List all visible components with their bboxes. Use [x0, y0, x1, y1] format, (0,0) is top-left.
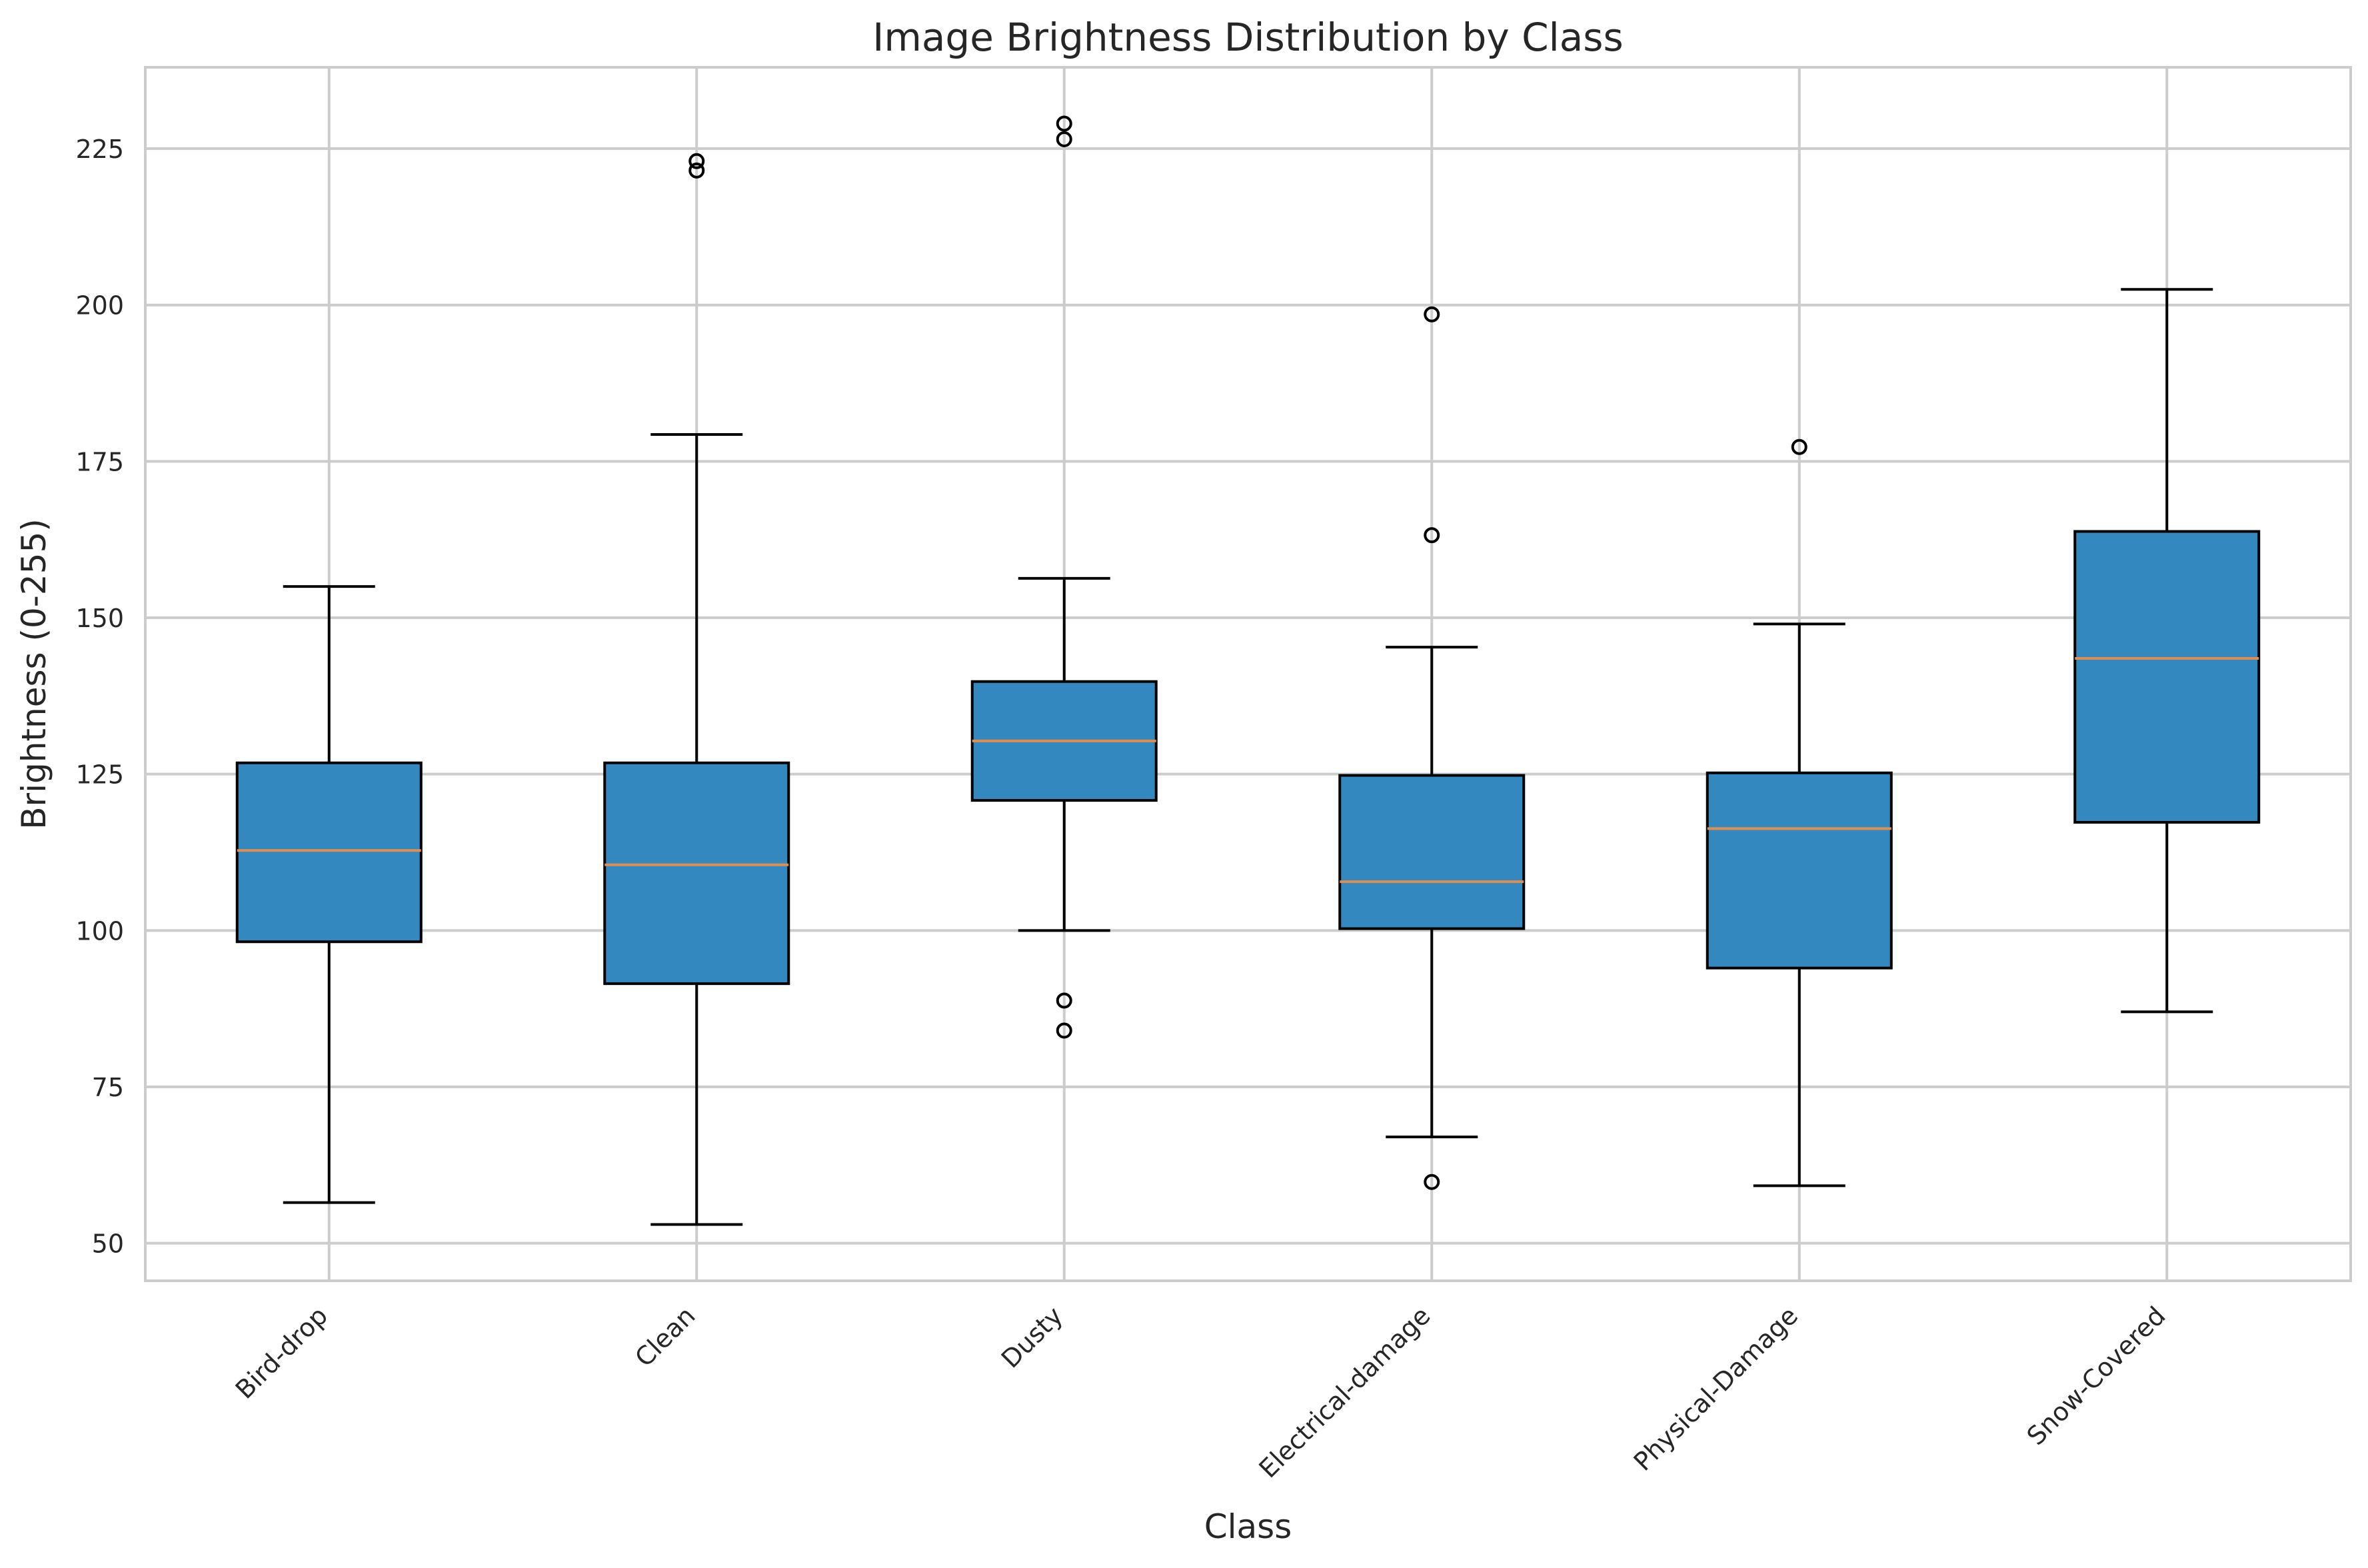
outlier-point: [1424, 1174, 1440, 1190]
outlier-point: [1056, 1022, 1072, 1039]
y-tick-label: 150: [75, 604, 124, 633]
box-iqr: [1338, 774, 1526, 930]
box-iqr: [235, 761, 423, 944]
box-iqr: [1706, 771, 1893, 970]
box-group: [603, 153, 790, 1226]
outlier-point: [1056, 131, 1072, 147]
y-tick-label: 100: [75, 916, 124, 946]
box-group: [970, 115, 1158, 1039]
x-axis-label: Class: [1204, 1507, 1292, 1546]
box-layer: [235, 115, 2261, 1226]
box-group: [2073, 288, 2261, 1014]
y-axis-label: Brightness (0-255): [15, 518, 53, 830]
outlier-point: [688, 162, 705, 179]
y-tick-labels: 50 75 100 125 150 175 200 225: [75, 135, 124, 1259]
box-iqr: [2073, 530, 2261, 824]
outlier-point: [1056, 992, 1072, 1009]
y-tick-label: 225: [75, 135, 124, 164]
y-tick-label: 75: [92, 1073, 124, 1102]
box-group: [235, 585, 423, 1204]
y-tick-label: 50: [92, 1229, 124, 1259]
outlier-point: [688, 153, 705, 169]
box-group: [1338, 306, 1526, 1190]
y-tick-label: 200: [75, 291, 124, 321]
box-group: [1706, 438, 1893, 1187]
outlier-point: [1056, 115, 1072, 132]
y-tick-label: 175: [75, 447, 124, 476]
y-tick-label: 125: [75, 760, 124, 790]
plot-frame: [144, 66, 2352, 1282]
outlier-point: [1791, 438, 1807, 455]
outlier-point: [1424, 527, 1440, 544]
box-iqr: [603, 761, 790, 986]
outlier-point: [1424, 306, 1440, 323]
chart-title: Image Brightness Distribution by Class: [872, 15, 1623, 60]
